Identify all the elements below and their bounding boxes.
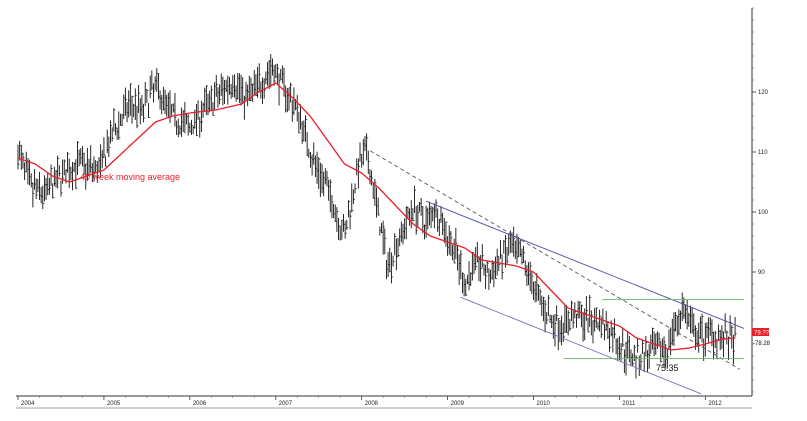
price-tag-high-text: 79.??	[754, 331, 770, 337]
x-tick-label: 2007	[279, 401, 293, 407]
moving-average-series	[17, 82, 736, 351]
x-tick-label: 2011	[622, 401, 636, 407]
x-tick-label: 2004	[21, 401, 35, 407]
y-tick-label: 120	[758, 90, 769, 96]
y-tick-label: 90	[758, 270, 765, 276]
price-tag-high: 79.??	[752, 328, 770, 337]
trendline	[370, 150, 740, 370]
x-tick-label: 2006	[193, 401, 207, 407]
y-tick-label: 100	[758, 210, 769, 216]
trendlines	[370, 150, 745, 395]
price-tag-low: -78.28	[753, 341, 771, 347]
trendline	[460, 296, 702, 395]
x-tick-label: 2009	[451, 401, 465, 407]
x-tick-label: 2005	[107, 401, 121, 407]
support-label: 75.35	[656, 363, 679, 373]
x-tick-label: 2008	[365, 401, 379, 407]
price-bars	[17, 54, 737, 379]
y-tick-label: 110	[758, 150, 768, 156]
x-tick-label: 2010	[537, 401, 551, 407]
x-tick-label: 2012	[708, 401, 722, 407]
trendline	[425, 200, 745, 329]
moving-average-line	[17, 82, 736, 351]
annotations: 40 week moving average 75.35 79.?? -78.2…	[80, 172, 771, 373]
ma-label: 40 week moving average	[80, 172, 180, 182]
